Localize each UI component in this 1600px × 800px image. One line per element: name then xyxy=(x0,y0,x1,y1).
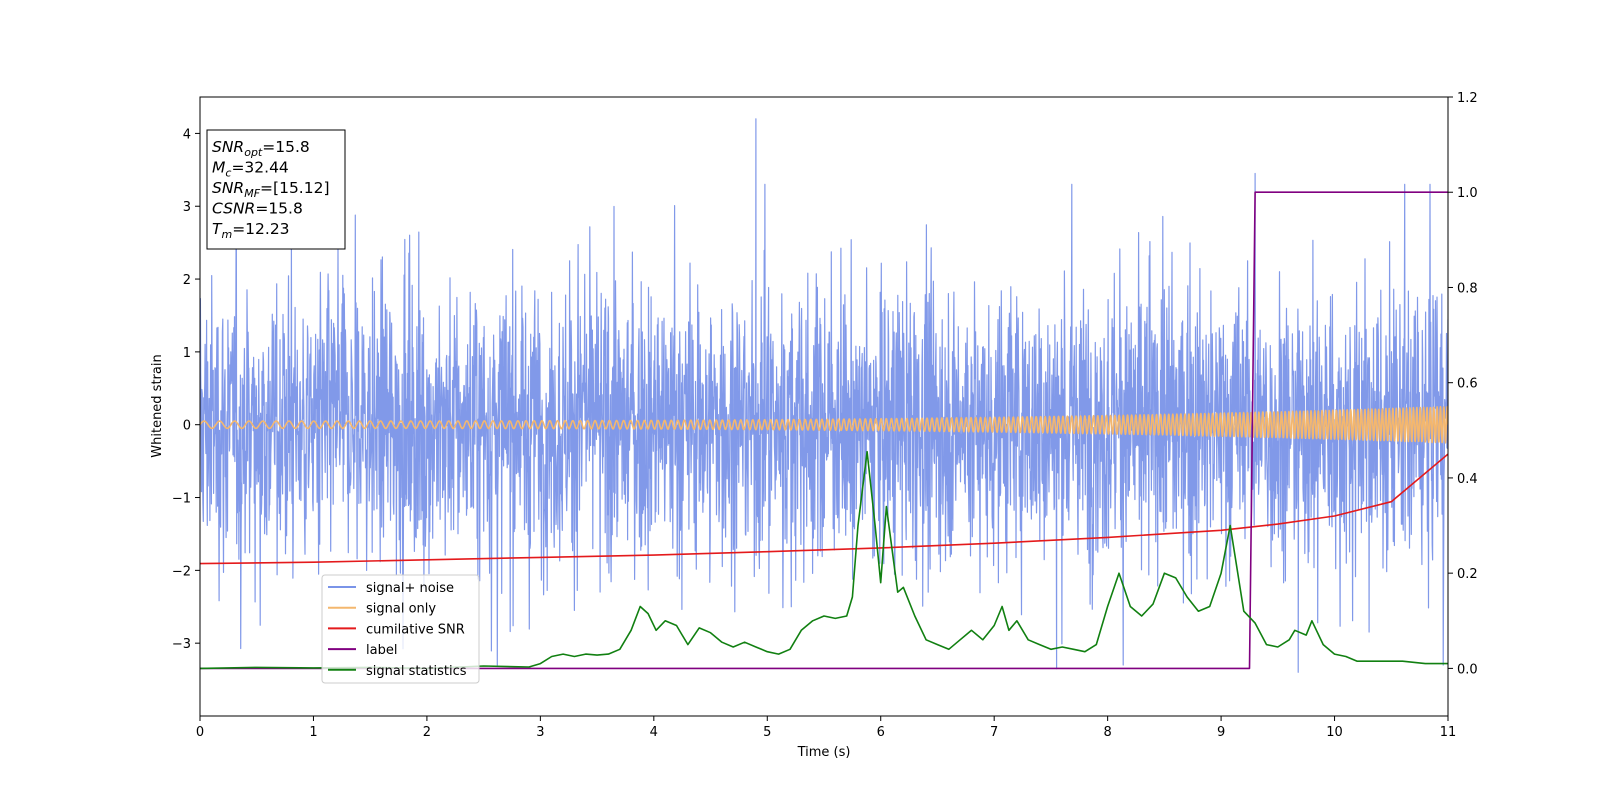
x-tick-label: 9 xyxy=(1217,725,1225,740)
y-right-tick-label: 0.8 xyxy=(1457,281,1478,296)
legend-entry: cumilative SNR xyxy=(366,622,465,637)
y-right-tick-label: 0.2 xyxy=(1457,567,1478,582)
legend-entry: signal+ noise xyxy=(366,581,454,596)
x-tick-label: 7 xyxy=(990,725,998,740)
y-left-tick-label: −3 xyxy=(172,637,191,652)
legend-entry: label xyxy=(366,643,397,658)
y-left-tick-label: 0 xyxy=(183,419,191,434)
info-box: SNRopt=15.8Mc=32.44SNRMF=[15.12]CSNR=15.… xyxy=(206,129,346,250)
y-left-tick-label: 2 xyxy=(183,273,191,288)
x-tick-label: 4 xyxy=(650,725,658,740)
series-line-signal-only xyxy=(200,406,1448,444)
y-left-tick-label: 3 xyxy=(183,200,191,215)
y-right-tick-label: 0.4 xyxy=(1457,472,1478,487)
y-right-tick-label: 0.0 xyxy=(1457,662,1478,677)
y-axis-label: Whitened strain xyxy=(150,354,165,457)
legend-entry: signal statistics xyxy=(366,664,467,679)
series-line-label xyxy=(200,191,1448,670)
plot-frame xyxy=(199,96,1449,717)
series-line-signal-noise xyxy=(200,118,1448,673)
series-line-signal-statistics xyxy=(200,450,1448,670)
x-tick-label: 10 xyxy=(1326,725,1343,740)
info-line: SNRopt=15.8 xyxy=(212,138,310,159)
y-right-tick-label: 0.6 xyxy=(1457,377,1478,392)
legend: signal+ noise signal only cumilative SNR la… xyxy=(321,574,480,684)
y-left-tick-label: 1 xyxy=(183,346,191,361)
y-right-tick-label: 1.2 xyxy=(1457,91,1478,106)
y-left-tick-label: −1 xyxy=(172,492,191,507)
x-tick-label: 8 xyxy=(1103,725,1111,740)
x-tick-label: 1 xyxy=(309,725,317,740)
legend-entry: signal only xyxy=(366,602,436,617)
y-left-tick-label: −2 xyxy=(172,564,191,579)
y-right-tick-label: 1.0 xyxy=(1457,186,1478,201)
x-axis-label: Time (s) xyxy=(797,745,851,760)
x-tick-label: 3 xyxy=(536,725,544,740)
series-line-cumilative-snr xyxy=(200,453,1448,565)
x-tick-label: 5 xyxy=(763,725,771,740)
info-line: SNRMF=[15.12] xyxy=(212,179,330,200)
info-line: Tm=12.23 xyxy=(212,220,290,241)
x-tick-label: 0 xyxy=(196,725,204,740)
x-tick-label: 6 xyxy=(877,725,885,740)
x-axis: 0 1 2 3 4 5 6 7 8 9 10 11 xyxy=(196,716,1456,740)
x-tick-label: 11 xyxy=(1440,725,1457,740)
info-line: Mc=32.44 xyxy=(212,159,289,180)
y-axis-right: 0.0 0.2 0.4 0.6 0.8 1.0 1.2 xyxy=(1448,91,1478,677)
x-tick-label: 2 xyxy=(423,725,431,740)
y-left-tick-label: 4 xyxy=(183,127,191,142)
y-axis-left: −3 −2 −1 0 1 2 3 4 xyxy=(172,127,200,652)
info-line: CSNR=15.8 xyxy=(212,200,303,218)
